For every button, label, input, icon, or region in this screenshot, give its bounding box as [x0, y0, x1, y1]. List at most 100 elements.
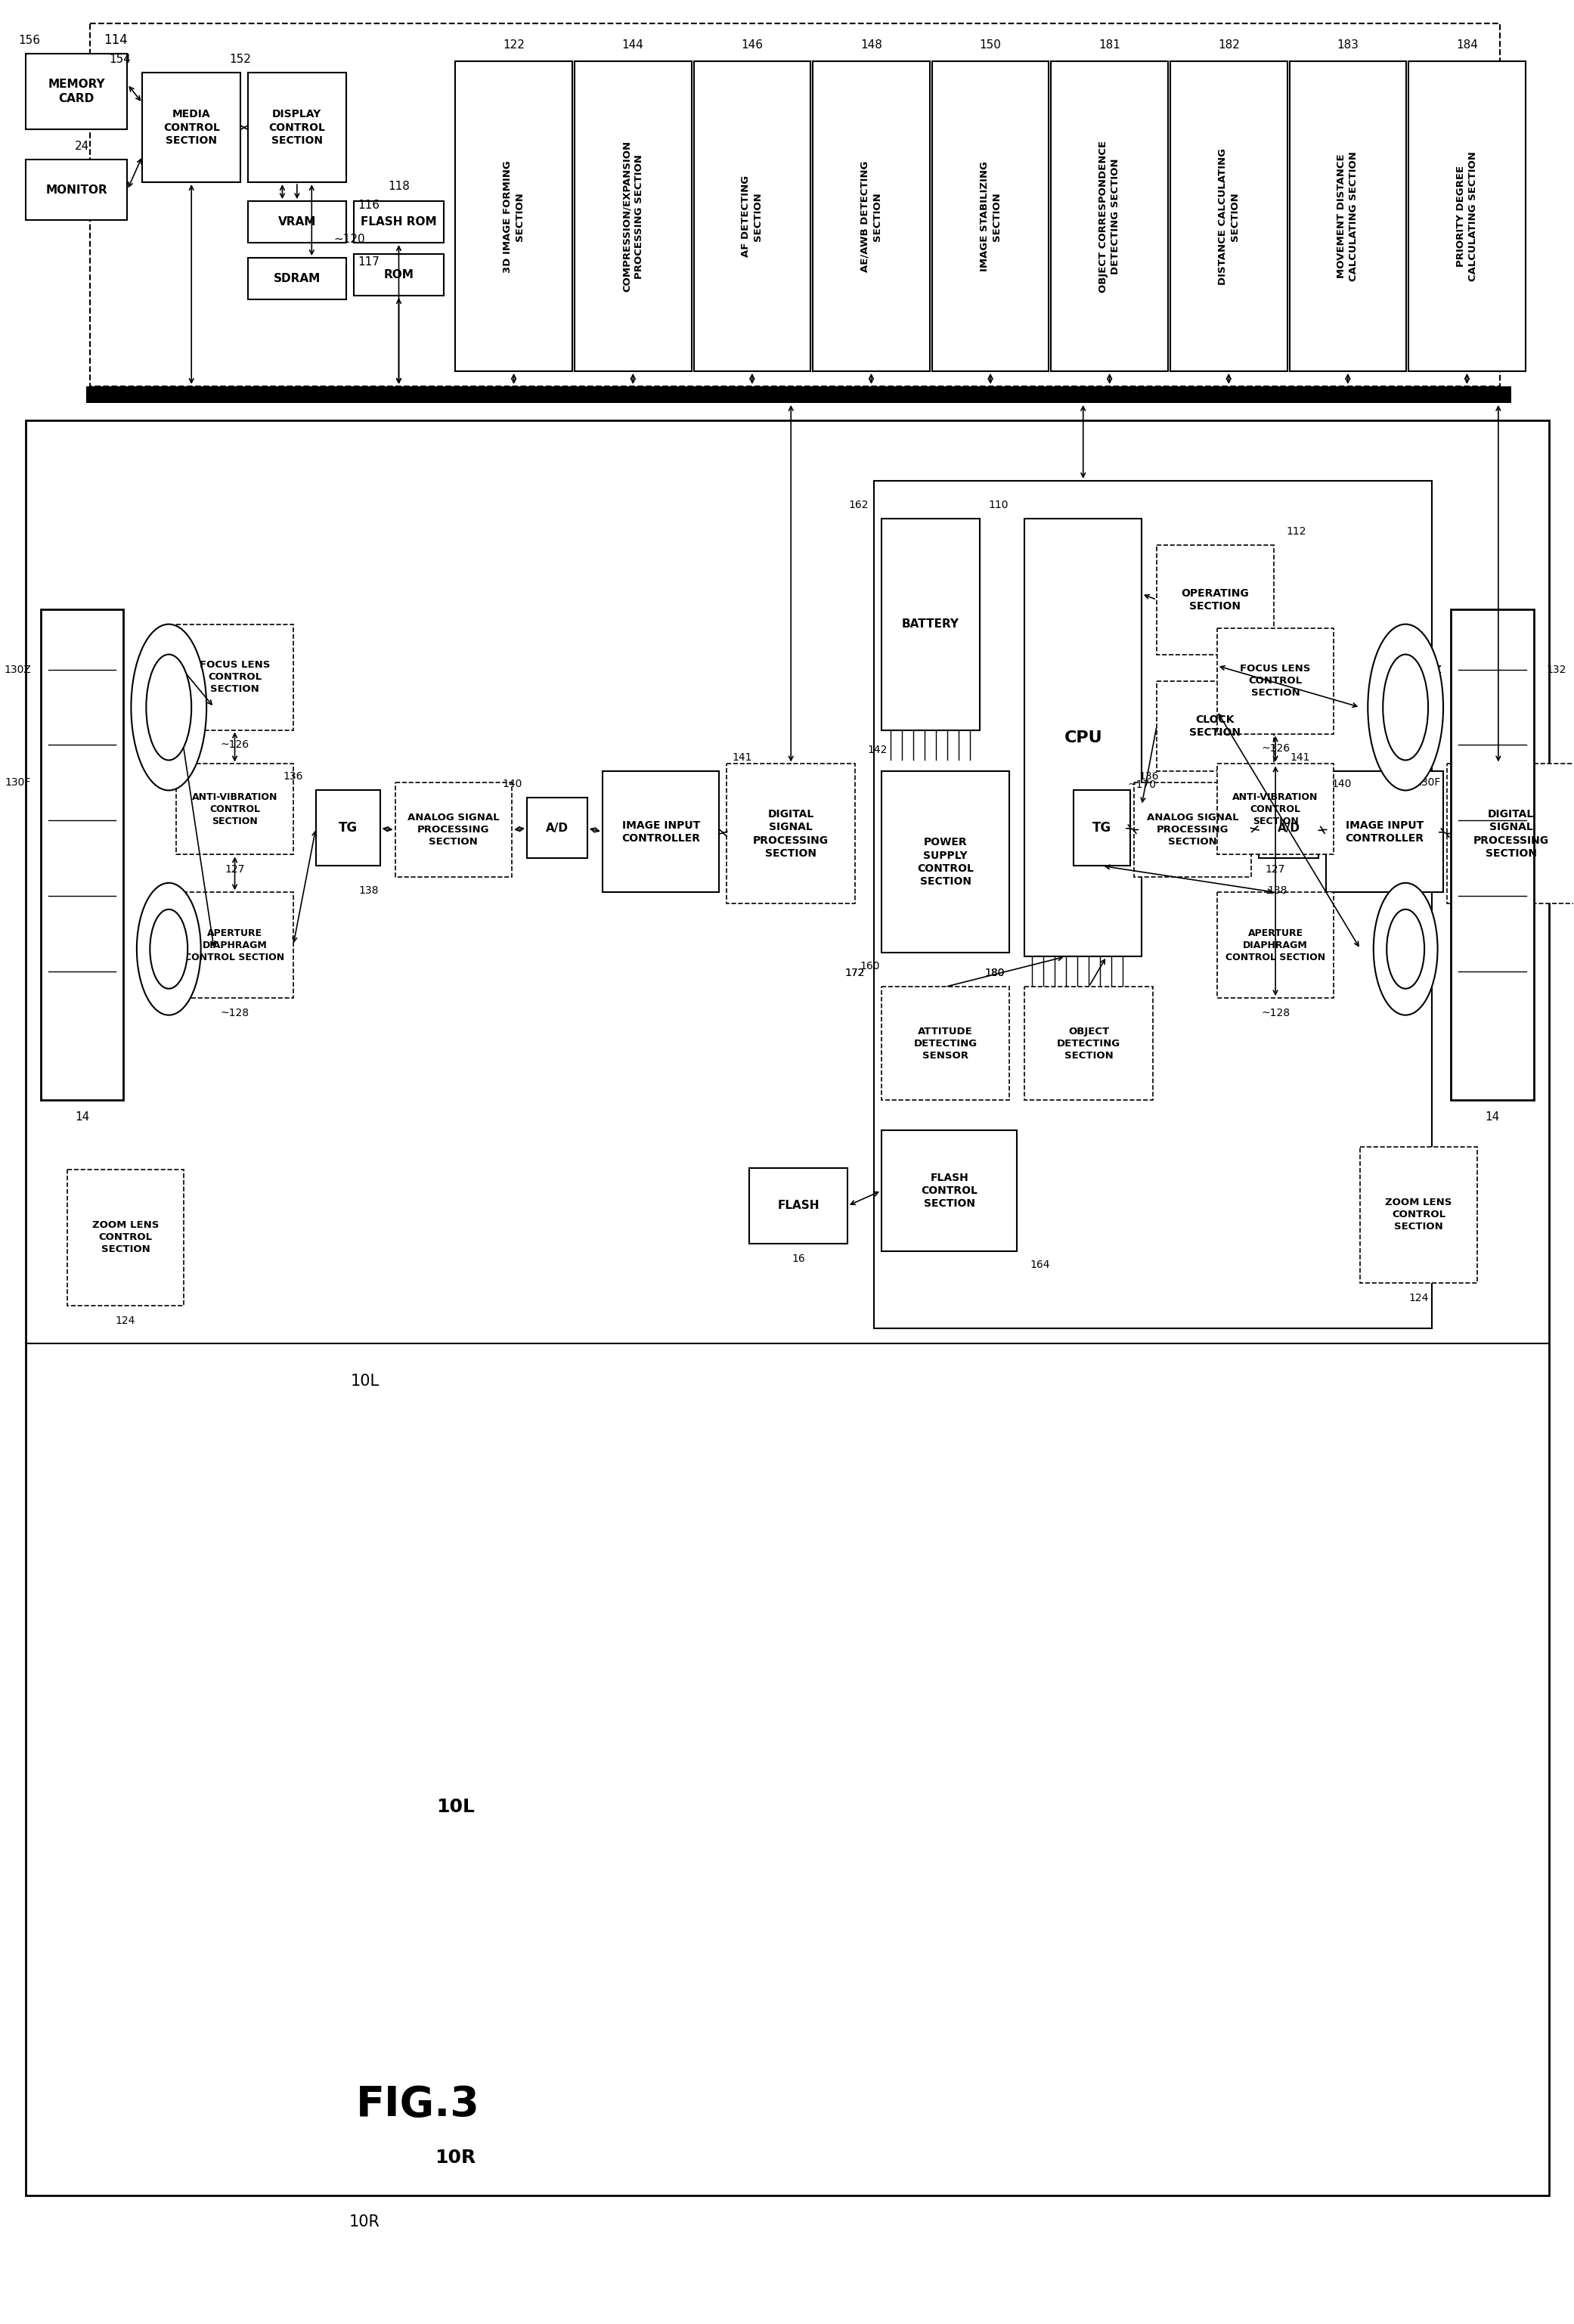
Text: 154: 154 — [109, 53, 131, 65]
Text: 130Z: 130Z — [1415, 665, 1442, 674]
Text: FOCUS LENS
CONTROL
SECTION: FOCUS LENS CONTROL SECTION — [1240, 665, 1311, 697]
Bar — [749, 1169, 847, 1243]
Bar — [1451, 609, 1533, 1099]
Bar — [932, 60, 1048, 372]
Text: ANALOG SIGNAL
PROCESSING
SECTION: ANALOG SIGNAL PROCESSING SECTION — [408, 813, 499, 846]
Bar — [249, 72, 346, 181]
Text: 132: 132 — [137, 665, 156, 674]
Text: DISPLAY
CONTROL
SECTION: DISPLAY CONTROL SECTION — [269, 109, 326, 146]
Text: ANTI-VIBRATION
CONTROL
SECTION: ANTI-VIBRATION CONTROL SECTION — [192, 792, 277, 827]
Ellipse shape — [137, 883, 201, 1016]
Text: FLASH
CONTROL
SECTION: FLASH CONTROL SECTION — [921, 1171, 977, 1208]
Text: 10R: 10R — [434, 2147, 475, 2166]
Text: 132: 132 — [1546, 665, 1566, 674]
Text: 117: 117 — [357, 256, 379, 267]
Text: A/D: A/D — [546, 823, 568, 834]
Bar — [881, 518, 979, 730]
Text: FOCUS LENS
CONTROL
SECTION: FOCUS LENS CONTROL SECTION — [200, 660, 271, 695]
Text: 130F: 130F — [5, 779, 31, 788]
Text: 156: 156 — [19, 35, 41, 46]
Bar — [87, 386, 1511, 402]
Text: 144: 144 — [622, 40, 644, 51]
Text: 140: 140 — [502, 779, 523, 790]
Text: MONITOR: MONITOR — [46, 184, 107, 195]
Text: POWER
SUPPLY
CONTROL
SECTION: POWER SUPPLY CONTROL SECTION — [918, 837, 974, 888]
Text: AF DETECTING
SECTION: AF DETECTING SECTION — [741, 174, 763, 258]
Text: 138: 138 — [359, 885, 379, 897]
Text: MOVEMENT DISTANCE
CALCULATING SECTION: MOVEMENT DISTANCE CALCULATING SECTION — [1336, 151, 1358, 281]
Text: APERTURE
DIAPHRAGM
CONTROL SECTION: APERTURE DIAPHRAGM CONTROL SECTION — [1226, 927, 1325, 962]
Bar — [1409, 60, 1525, 372]
Text: VRAM: VRAM — [279, 216, 316, 228]
Ellipse shape — [1374, 883, 1437, 1016]
Ellipse shape — [1387, 909, 1424, 988]
Text: 136: 136 — [1140, 772, 1158, 783]
Text: BATTERY: BATTERY — [902, 618, 959, 630]
Text: TG: TG — [338, 820, 357, 834]
Text: ANTI-VIBRATION
CONTROL
SECTION: ANTI-VIBRATION CONTROL SECTION — [1232, 792, 1319, 827]
Bar — [176, 765, 293, 855]
Text: 10L: 10L — [436, 1799, 475, 1815]
Text: 146: 146 — [741, 40, 763, 51]
Bar — [1157, 681, 1273, 772]
Bar — [1360, 1146, 1476, 1283]
Text: COMPRESSION/EXPANSION
PROCESSING SECTION: COMPRESSION/EXPANSION PROCESSING SECTION — [622, 142, 644, 293]
Text: 10R: 10R — [349, 2215, 381, 2229]
Bar — [354, 253, 444, 295]
Text: 183: 183 — [1336, 40, 1358, 51]
Bar — [1025, 988, 1152, 1099]
Text: 3D IMAGE FORMING
SECTION: 3D IMAGE FORMING SECTION — [502, 160, 524, 272]
Bar — [527, 797, 587, 858]
Text: A/D: A/D — [1278, 823, 1300, 834]
Bar — [25, 53, 127, 130]
Text: OBJECT CORRESPONDENCE
DETECTING SECTION: OBJECT CORRESPONDENCE DETECTING SECTION — [1099, 139, 1121, 293]
Bar — [881, 988, 1009, 1099]
Text: ATTITUDE
DETECTING
SENSOR: ATTITUDE DETECTING SENSOR — [914, 1027, 977, 1060]
Text: DIGITAL
SIGNAL
PROCESSING
SECTION: DIGITAL SIGNAL PROCESSING SECTION — [1473, 809, 1549, 858]
Bar — [1051, 60, 1168, 372]
Text: AE/AWB DETECTING
SECTION: AE/AWB DETECTING SECTION — [861, 160, 881, 272]
Bar — [90, 23, 1500, 386]
Text: ANALOG SIGNAL
PROCESSING
SECTION: ANALOG SIGNAL PROCESSING SECTION — [1146, 813, 1239, 846]
Bar — [1025, 518, 1141, 957]
Text: 160: 160 — [859, 962, 880, 971]
Text: 124: 124 — [115, 1315, 135, 1327]
Text: IMAGE INPUT
CONTROLLER: IMAGE INPUT CONTROLLER — [1346, 820, 1424, 844]
Text: 141: 141 — [732, 753, 752, 762]
Bar — [1327, 772, 1443, 892]
Text: IMAGE INPUT
CONTROLLER: IMAGE INPUT CONTROLLER — [622, 820, 700, 844]
Text: 182: 182 — [1218, 40, 1240, 51]
Text: ~128: ~128 — [220, 1009, 249, 1018]
Bar — [455, 60, 573, 372]
Text: SDRAM: SDRAM — [274, 272, 321, 284]
Ellipse shape — [150, 909, 187, 988]
Bar — [249, 202, 346, 242]
Ellipse shape — [1384, 655, 1428, 760]
Bar — [41, 609, 123, 1099]
Text: 10L: 10L — [351, 1373, 379, 1390]
Text: 118: 118 — [387, 181, 409, 193]
Text: ~126: ~126 — [1261, 744, 1289, 753]
Bar — [1169, 60, 1288, 372]
Bar — [575, 60, 691, 372]
Text: 180: 180 — [984, 967, 1004, 978]
Bar — [874, 481, 1432, 1329]
Text: ~170: ~170 — [1127, 781, 1155, 790]
Text: 130F: 130F — [1415, 779, 1442, 788]
Bar — [1133, 783, 1251, 876]
Text: ~120: ~120 — [334, 232, 365, 244]
Bar — [1447, 765, 1574, 904]
Bar — [727, 765, 855, 904]
Text: ~126: ~126 — [220, 739, 249, 751]
Text: 162: 162 — [848, 500, 869, 511]
Text: 181: 181 — [1099, 40, 1121, 51]
Bar — [1217, 892, 1333, 997]
Bar — [68, 1169, 184, 1306]
Text: FLASH: FLASH — [778, 1199, 820, 1211]
Text: 14: 14 — [1484, 1111, 1500, 1122]
Text: 150: 150 — [979, 40, 1001, 51]
Text: ZOOM LENS
CONTROL
SECTION: ZOOM LENS CONTROL SECTION — [91, 1220, 159, 1255]
Text: 142: 142 — [1415, 746, 1434, 755]
Bar — [1289, 60, 1406, 372]
Bar — [1073, 790, 1130, 867]
